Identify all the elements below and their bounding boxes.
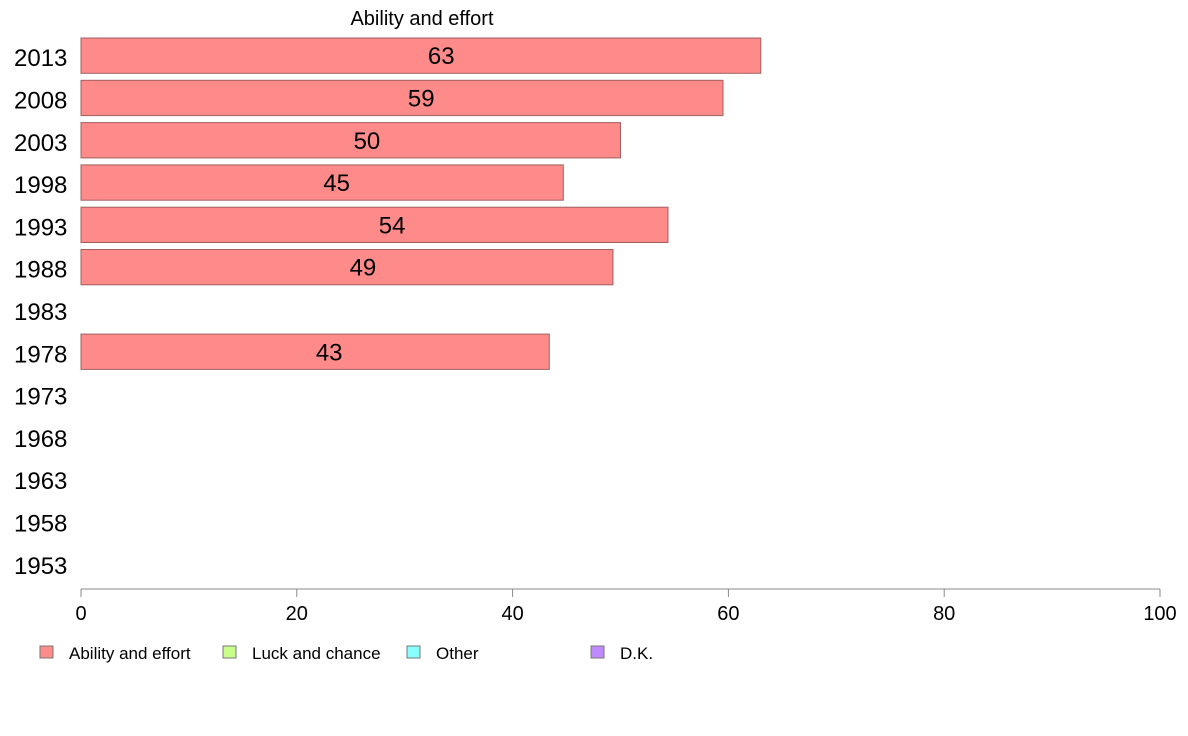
legend-item: Other xyxy=(406,644,479,663)
legend-label: Luck and chance xyxy=(252,644,381,663)
category-label: 1953 xyxy=(14,553,67,580)
legend-label: D.K. xyxy=(620,644,653,663)
bar xyxy=(80,122,621,159)
bar xyxy=(80,37,762,74)
bar-value-label: 43 xyxy=(316,339,343,366)
x-tick-label: 80 xyxy=(933,603,955,625)
category-label: 1958 xyxy=(14,510,67,537)
category-label: 2013 xyxy=(14,45,67,72)
bar xyxy=(80,164,564,201)
bar xyxy=(80,79,724,117)
bar-value-label: 63 xyxy=(428,43,455,70)
category-label: 2003 xyxy=(14,130,67,157)
bar-value-label: 49 xyxy=(350,255,377,282)
legend-swatch xyxy=(39,645,54,659)
x-tick-label: 20 xyxy=(286,603,308,625)
legend-item: Ability and effort xyxy=(39,644,191,663)
category-label: 1978 xyxy=(14,341,67,368)
chart-title: Ability and effort xyxy=(350,8,493,30)
category-label: 1968 xyxy=(14,426,67,453)
bar-value-label: 45 xyxy=(323,170,350,197)
legend: Ability and effort Luck and chance Other D.… xyxy=(39,644,653,663)
x-tick-label: 100 xyxy=(1143,603,1176,625)
legend-item: Luck and chance xyxy=(222,644,381,663)
bar xyxy=(80,249,614,286)
bar xyxy=(80,333,550,370)
legend-swatch xyxy=(590,645,605,659)
category-label: 2008 xyxy=(14,87,67,114)
category-label: 1983 xyxy=(14,299,67,326)
x-tick-label: 40 xyxy=(501,603,523,625)
category-label: 1973 xyxy=(14,384,67,411)
x-axis: 0 20 40 60 80 100 xyxy=(75,588,1177,625)
category-labels: 2013 2008 2003 1998 1993 1988 1983 1978 1973 1968… xyxy=(14,45,67,580)
category-label: 1963 xyxy=(14,468,67,495)
bar xyxy=(80,206,669,243)
legend-label: Other xyxy=(436,644,479,663)
legend-swatch xyxy=(222,645,237,659)
bar-value-label: 54 xyxy=(379,212,406,239)
x-tick-label: 0 xyxy=(75,603,86,625)
x-tick-label: 60 xyxy=(717,603,739,625)
bar-value-label: 59 xyxy=(408,85,435,112)
legend-swatch xyxy=(406,645,421,659)
legend-label: Ability and effort xyxy=(69,644,191,663)
category-label: 1998 xyxy=(14,172,67,199)
bar-value-label: 50 xyxy=(354,128,381,155)
legend-item: D.K. xyxy=(590,644,653,663)
category-label: 1993 xyxy=(14,214,67,241)
category-label: 1988 xyxy=(14,257,67,284)
